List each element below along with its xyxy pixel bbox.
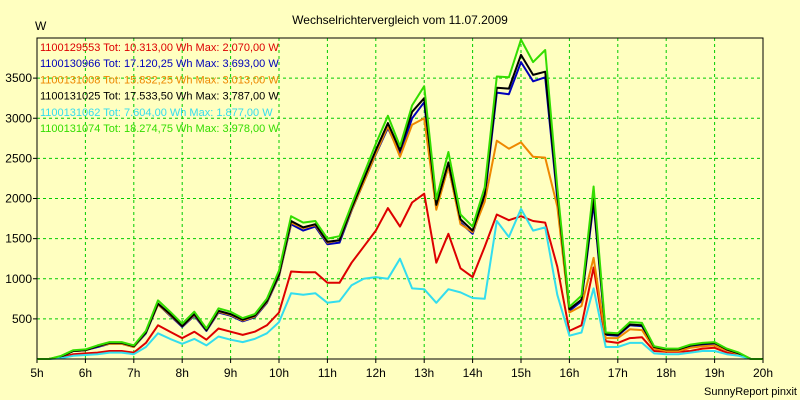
legend-entry-1100131008: 1100131008 Tot: 15.832,25 Wh Max: 3.013,… xyxy=(40,74,279,86)
legend-entry-1100131062: 1100131062 Tot: 7.604,00 Wh Max: 1.877,0… xyxy=(40,107,273,119)
x-tick-label: 19h xyxy=(705,366,725,380)
series-line-1100131025 xyxy=(37,53,763,360)
y-tick-label: 3000 xyxy=(5,111,32,125)
x-tick-label: 8h xyxy=(176,366,189,380)
axis-ticks: 5h 6h 7h 8h 9h 10h 11h 12h 13h 14h 15h 16h 17h 18h 19h… xyxy=(5,71,773,380)
x-tick-label: 20h xyxy=(753,366,773,380)
y-tick-label: 3500 xyxy=(5,71,32,85)
legend-entry-1100130966: 1100130966 Tot: 17.120,25 Wh Max: 3.693,… xyxy=(40,58,279,70)
x-tick-label: 11h xyxy=(318,366,337,380)
x-tick-label: 18h xyxy=(656,366,676,380)
y-tick-label: 1500 xyxy=(5,232,32,246)
x-tick-label: 9h xyxy=(224,366,237,380)
grid xyxy=(36,38,764,359)
x-tick-label: 17h xyxy=(608,366,628,380)
footer-credit: SunnyReport pinxit xyxy=(704,386,797,398)
series-line-1100129553 xyxy=(37,192,763,360)
y-tick-label: 1000 xyxy=(5,272,32,286)
y-tick-label: 2500 xyxy=(5,151,32,165)
x-tick-label: 6h xyxy=(79,366,92,380)
y-tick-label: 500 xyxy=(12,312,32,326)
x-tick-label: 10h xyxy=(269,366,289,380)
legend: 1100129553 Tot: 10.313,00 Wh Max: 2.070,… xyxy=(40,42,279,135)
x-tick-label: 12h xyxy=(366,366,386,380)
plot-frame xyxy=(36,37,764,360)
x-tick-label: 13h xyxy=(414,366,434,380)
x-tick-label: 14h xyxy=(463,366,483,380)
series-line-1100131074 xyxy=(37,38,763,360)
y-tick-label: 2000 xyxy=(5,192,32,206)
x-tick-label: 16h xyxy=(559,366,579,380)
y-axis-label: W xyxy=(35,19,47,33)
legend-entry-1100131025: 1100131025 Tot: 17.533,50 Wh Max: 3.787,… xyxy=(40,91,279,103)
chart-title: Wechselrichtervergleich vom 11.07.2009 xyxy=(292,13,508,27)
series-line-1100131062 xyxy=(37,207,763,360)
legend-entry-1100129553: 1100129553 Tot: 10.313,00 Wh Max: 2.070,… xyxy=(40,42,279,54)
x-tick-label: 5h xyxy=(30,366,43,380)
legend-entry-1100131074: 1100131074 Tot: 18.274,75 Wh Max: 3.978,… xyxy=(40,123,279,135)
x-tick-label: 7h xyxy=(127,366,140,380)
series-lines xyxy=(37,38,763,360)
x-tick-label: 15h xyxy=(511,366,531,380)
